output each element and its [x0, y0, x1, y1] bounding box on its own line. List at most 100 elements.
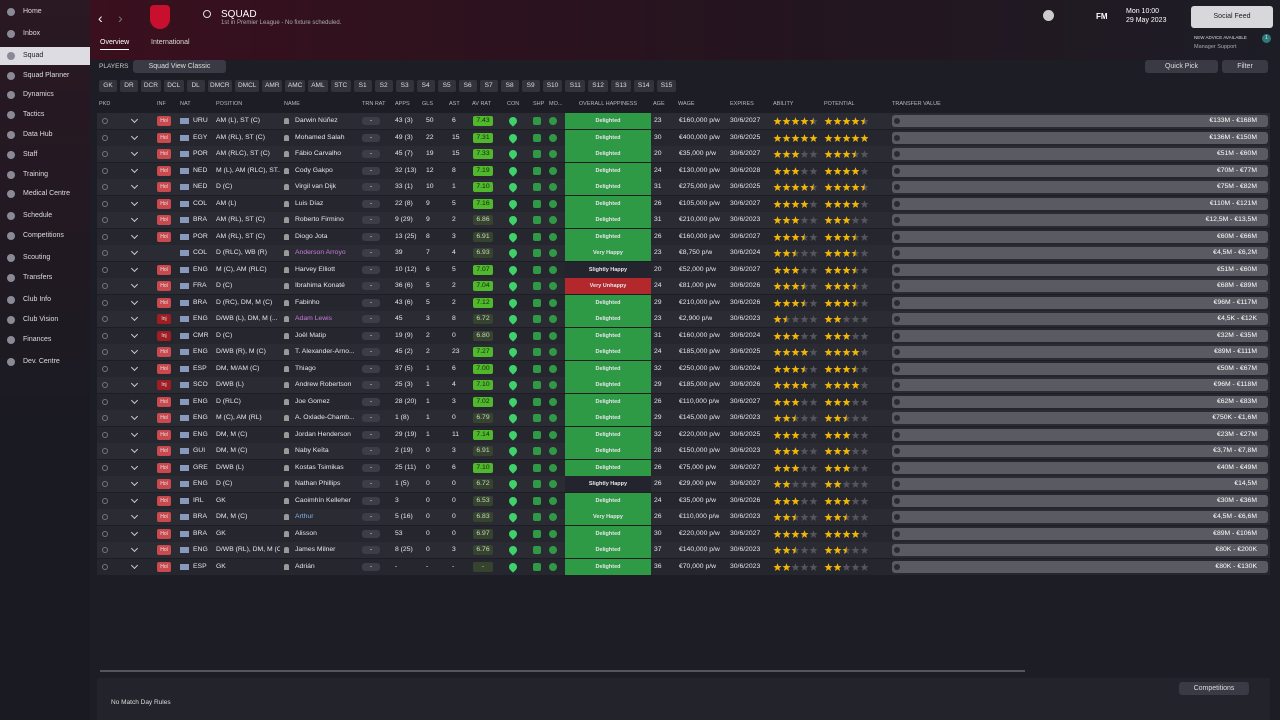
nav-item[interactable]: Staff [0, 146, 90, 164]
row-menu[interactable] [130, 445, 139, 454]
position-filter[interactable]: STC [330, 80, 351, 92]
player-row[interactable]: Hol IRL GK Caoimhín Kelleher - 3 0 0 6.53 Delight… [97, 492, 1270, 509]
column-header[interactable]: CON [507, 101, 520, 107]
player-row[interactable]: Hol GRE D/WB (L) Kostas Tsimikas - 25 (11) 0 6 7… [97, 459, 1270, 476]
pick-checkbox[interactable] [102, 481, 108, 487]
help[interactable] [1043, 10, 1054, 21]
player-row[interactable]: Hol BRA GK Alisson - 53 0 0 6.97 Delighted 30 €220,… [97, 525, 1270, 542]
row-menu[interactable] [130, 544, 139, 553]
row-menu[interactable] [130, 132, 139, 140]
position-filter[interactable]: DMCR [207, 80, 232, 92]
position-filter[interactable]: S7 [479, 80, 498, 92]
player-row[interactable]: Hol ENG M (C), AM (RLC) Harvey Elliott - 10 (… [97, 261, 1270, 278]
player-row[interactable]: Hol ENG D/WB (RL), DM, M (C) James Milner - 8… [97, 542, 1270, 558]
position-filter[interactable]: DR [120, 80, 138, 92]
quick-pick[interactable]: Quick Pick [1145, 60, 1218, 73]
column-header[interactable]: APPS [395, 101, 410, 107]
player-row[interactable]: Hol POR AM (RLC), ST (C) Fábio Carvalho - 45 … [97, 146, 1270, 162]
manager-support[interactable]: Manager Support [1194, 44, 1237, 50]
row-menu[interactable] [130, 148, 139, 157]
column-header[interactable]: NAME [284, 101, 300, 107]
column-header[interactable]: WAGE [678, 101, 695, 107]
nav-item[interactable]: Transfers [0, 269, 90, 287]
row-menu[interactable] [130, 429, 139, 437]
nav-item[interactable]: Competitions [0, 227, 90, 245]
pick-checkbox[interactable] [102, 266, 108, 273]
tab[interactable]: Overview [100, 39, 130, 50]
pick-checkbox[interactable] [102, 217, 108, 223]
view-select[interactable]: Squad View Classic [133, 60, 226, 73]
position-filter[interactable]: AML [308, 80, 328, 92]
row-menu[interactable] [130, 181, 139, 190]
pick-checkbox[interactable] [102, 547, 108, 553]
player-row[interactable]: Inj SCO D/WB (L) Andrew Robertson - 25 (3) 1 4 7… [97, 377, 1270, 393]
player-row[interactable]: Hol COL AM (L) Luis Díaz - 22 (8) 9 5 7.16 Deligh… [97, 195, 1270, 212]
pick-checkbox[interactable] [102, 431, 108, 438]
position-filter[interactable]: S12 [588, 80, 608, 92]
nav-item[interactable]: Finances [0, 331, 90, 349]
position-filter[interactable]: DCR [141, 80, 161, 92]
fm-logo[interactable]: FM [1096, 12, 1108, 21]
position-filter[interactable]: AMR [262, 80, 283, 92]
column-header[interactable]: POTENTIAL [824, 101, 855, 107]
pick-checkbox[interactable] [102, 283, 108, 289]
column-header[interactable]: ABILITY [773, 101, 794, 107]
nav-item[interactable]: Home [0, 3, 90, 21]
position-filter[interactable]: S15 [656, 80, 677, 92]
tab[interactable]: International [151, 39, 190, 46]
player-row[interactable]: Hol EGY AM (RL), ST (C) Mohamed Salah - 49 (3… [97, 129, 1270, 146]
row-menu[interactable] [130, 561, 139, 569]
player-row[interactable]: Hol ENG DM, M (C) Jordan Henderson - 29 (19) 1… [97, 426, 1270, 443]
row-menu[interactable] [130, 511, 139, 520]
pick-checkbox[interactable] [102, 299, 108, 306]
position-filter[interactable]: DCL [163, 80, 184, 92]
row-menu[interactable] [130, 313, 139, 322]
player-row[interactable]: Hol FRA D (C) Ibrahima Konaté - 36 (6) 5 2 7.04 V… [97, 278, 1270, 294]
row-menu[interactable] [130, 379, 139, 388]
column-header[interactable]: SHP [533, 101, 545, 107]
column-header[interactable]: POSITION [216, 101, 243, 107]
position-filter[interactable]: S11 [565, 80, 586, 92]
player-row[interactable]: Hol NED M (L), AM (RLC), ST... Cody Gakpo - 3… [97, 162, 1270, 179]
row-menu[interactable] [130, 115, 139, 124]
nav-item[interactable]: Squad [0, 47, 90, 65]
position-filter[interactable]: S2 [374, 80, 393, 92]
column-header[interactable]: AV RAT [472, 101, 492, 107]
social-feed[interactable]: Social Feed [1191, 6, 1273, 28]
player-row[interactable]: COL D (RLC), WB (R) Anderson Arroyo - 39 7 4 6.… [97, 245, 1270, 261]
column-header[interactable]: EXPIRES [730, 101, 754, 107]
column-header[interactable]: TRN RAT [362, 101, 386, 107]
pick-checkbox[interactable] [102, 382, 108, 388]
nav-item[interactable]: Dynamics [0, 86, 90, 104]
player-row[interactable]: Hol NED D (C) Virgil van Dijk - 33 (1) 10 1 7.10… [97, 179, 1270, 195]
pick-checkbox[interactable] [102, 184, 108, 190]
pick-checkbox[interactable] [102, 349, 108, 355]
column-header[interactable]: GLS [422, 101, 434, 107]
row-menu[interactable] [130, 528, 139, 536]
nav-item[interactable]: Club Info [0, 291, 90, 309]
row-menu[interactable] [130, 297, 139, 305]
position-filter[interactable]: S9 [521, 80, 540, 92]
player-row[interactable]: Hol ESP GK Adrián - - - - - Delighted 36 €70,000 p/… [97, 558, 1270, 575]
pick-checkbox[interactable] [102, 448, 108, 454]
row-menu[interactable] [130, 412, 139, 421]
player-row[interactable]: Hol BRA AM (RL), ST (C) Roberto Firmino - 9 (… [97, 212, 1270, 228]
pick-checkbox[interactable] [102, 563, 108, 570]
pick-checkbox[interactable] [102, 332, 108, 339]
pick-checkbox[interactable] [102, 233, 108, 240]
row-menu[interactable] [130, 214, 139, 223]
row-menu[interactable] [130, 280, 139, 289]
nav-item[interactable]: Scouting [0, 249, 90, 267]
pick-checkbox[interactable] [102, 151, 108, 157]
position-filter[interactable]: S5 [437, 80, 456, 92]
back[interactable]: ‹ [98, 10, 103, 26]
position-filter[interactable]: GK [99, 80, 117, 92]
column-header[interactable]: TRANSFER VALUE [892, 101, 941, 107]
player-row[interactable]: Hol ENG D (C) Nathan Phillips - 1 (5) 0 0 6.72 Sl… [97, 476, 1270, 492]
pick-checkbox[interactable] [102, 316, 108, 322]
position-filter[interactable]: AMC [285, 80, 305, 92]
position-filter[interactable]: DL [186, 80, 205, 92]
position-filter[interactable]: DMCL [235, 80, 260, 92]
position-filter[interactable]: S10 [542, 80, 563, 92]
nav-item[interactable]: Inbox [0, 25, 90, 43]
